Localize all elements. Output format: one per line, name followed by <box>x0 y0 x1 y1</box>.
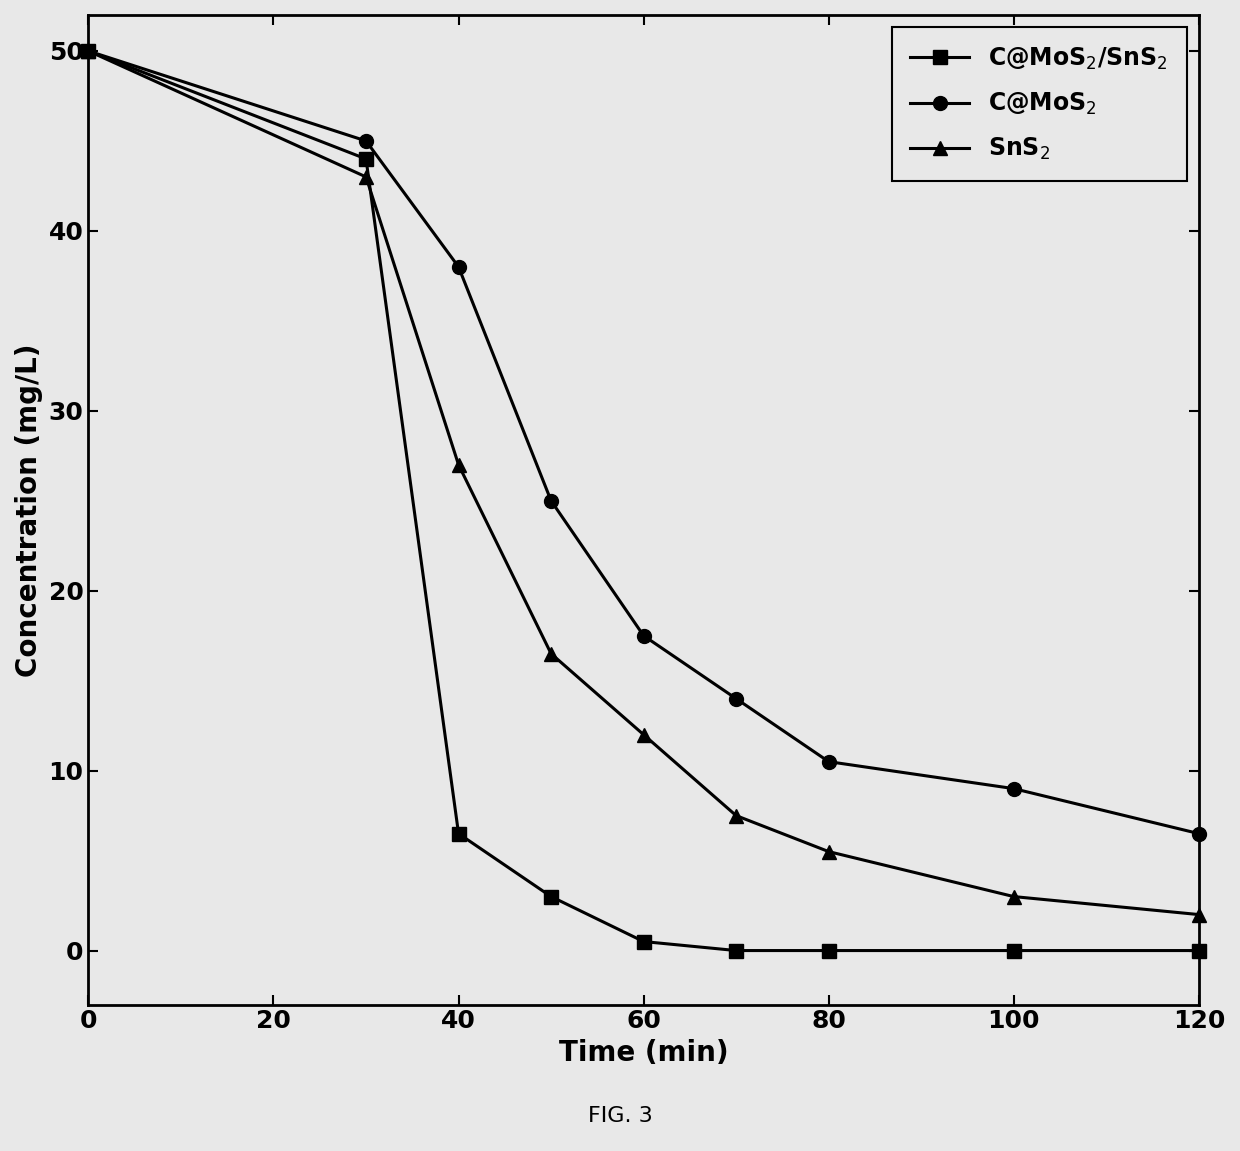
C@MoS$_2$/SnS$_2$ <box>636 935 651 948</box>
C@MoS$_2$ <box>358 134 373 147</box>
Line: C@MoS$_2$/SnS$_2$: C@MoS$_2$/SnS$_2$ <box>82 44 1205 958</box>
SnS$_2$ <box>1007 890 1022 904</box>
SnS$_2$ <box>821 845 836 859</box>
C@MoS$_2$ <box>729 692 744 706</box>
C@MoS$_2$/SnS$_2$ <box>821 944 836 958</box>
C@MoS$_2$/SnS$_2$ <box>451 826 466 840</box>
C@MoS$_2$/SnS$_2$ <box>543 890 558 904</box>
C@MoS$_2$ <box>1007 782 1022 795</box>
C@MoS$_2$/SnS$_2$ <box>729 944 744 958</box>
C@MoS$_2$ <box>451 260 466 274</box>
SnS$_2$ <box>636 727 651 741</box>
C@MoS$_2$/SnS$_2$ <box>1007 944 1022 958</box>
SnS$_2$ <box>729 809 744 823</box>
Y-axis label: Concentration (mg/L): Concentration (mg/L) <box>15 343 43 677</box>
C@MoS$_2$/SnS$_2$ <box>81 44 95 58</box>
SnS$_2$ <box>1192 908 1207 922</box>
C@MoS$_2$ <box>1192 826 1207 840</box>
SnS$_2$ <box>543 647 558 661</box>
C@MoS$_2$ <box>81 44 95 58</box>
SnS$_2$ <box>451 458 466 472</box>
Line: SnS$_2$: SnS$_2$ <box>82 44 1205 922</box>
Line: C@MoS$_2$: C@MoS$_2$ <box>82 44 1205 840</box>
Legend: C@MoS$_2$/SnS$_2$, C@MoS$_2$, SnS$_2$: C@MoS$_2$/SnS$_2$, C@MoS$_2$, SnS$_2$ <box>892 26 1187 181</box>
C@MoS$_2$/SnS$_2$ <box>358 152 373 166</box>
SnS$_2$ <box>358 170 373 184</box>
C@MoS$_2$ <box>636 628 651 642</box>
Text: FIG. 3: FIG. 3 <box>588 1106 652 1127</box>
C@MoS$_2$ <box>543 494 558 508</box>
X-axis label: Time (min): Time (min) <box>559 1039 728 1067</box>
C@MoS$_2$ <box>821 755 836 769</box>
C@MoS$_2$/SnS$_2$ <box>1192 944 1207 958</box>
SnS$_2$ <box>81 44 95 58</box>
